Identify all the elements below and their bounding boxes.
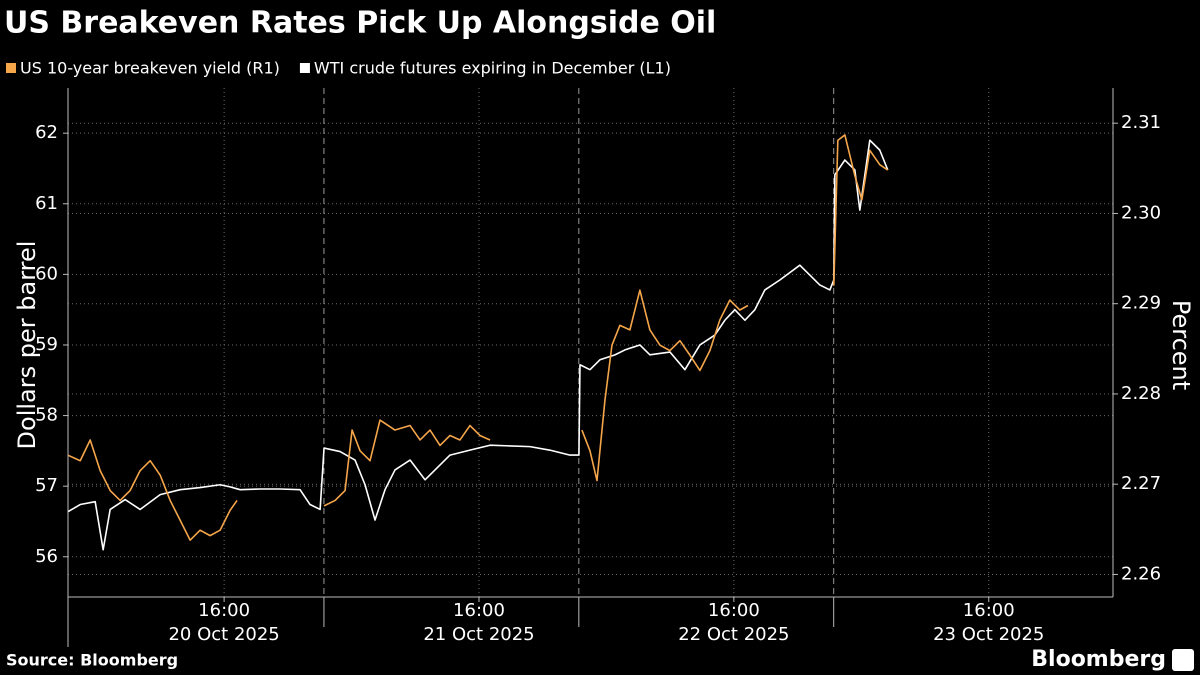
brand: Bloomberg: [1031, 647, 1166, 672]
x-tick-label: 16:00: [708, 600, 760, 621]
legend-swatch: [6, 63, 16, 73]
legend-label: WTI crude futures expiring in December (…: [314, 59, 671, 78]
y-tick-label: 59: [35, 334, 58, 355]
y-tick-label: 58: [35, 405, 58, 426]
legend-label: US 10-year breakeven yield (R1): [20, 59, 280, 78]
y2-tick-label: 2.30: [1121, 202, 1161, 223]
x-day-label: 20 Oct 2025: [168, 624, 279, 645]
chart-title: US Breakeven Rates Pick Up Alongside Oil: [4, 6, 716, 41]
x-day-label: 23 Oct 2025: [933, 624, 1044, 645]
series-line: [67, 139, 889, 551]
y-axis-label: Dollars per barrel: [13, 241, 41, 450]
y-tick-label: 56: [35, 546, 58, 567]
y2-tick-label: 2.28: [1121, 383, 1161, 404]
y2-tick-label: 2.29: [1121, 293, 1161, 314]
y-tick-label: 61: [35, 193, 58, 214]
y-tick-label: 62: [35, 122, 58, 143]
y-tick-label: 57: [35, 475, 58, 496]
source: Source: Bloomberg: [6, 651, 178, 670]
x-tick-label: 16:00: [963, 600, 1015, 621]
x-day-label: 21 Oct 2025: [423, 624, 534, 645]
y-tick-label: 60: [35, 263, 58, 284]
y2-axis-label: Percent: [1167, 300, 1195, 390]
legend: US 10-year breakeven yield (R1) WTI crude…: [6, 59, 671, 78]
y2-tick-label: 2.27: [1121, 473, 1161, 494]
y2-tick-label: 2.26: [1121, 563, 1161, 584]
legend-swatch: [299, 63, 310, 73]
x-tick-label: 16:00: [198, 600, 250, 621]
x-day-label: 22 Oct 2025: [678, 624, 789, 645]
y2-tick-label: 2.31: [1121, 112, 1161, 133]
brand-icon: [1172, 649, 1194, 671]
series-line: [67, 134, 889, 541]
x-tick-label: 16:00: [453, 600, 505, 621]
